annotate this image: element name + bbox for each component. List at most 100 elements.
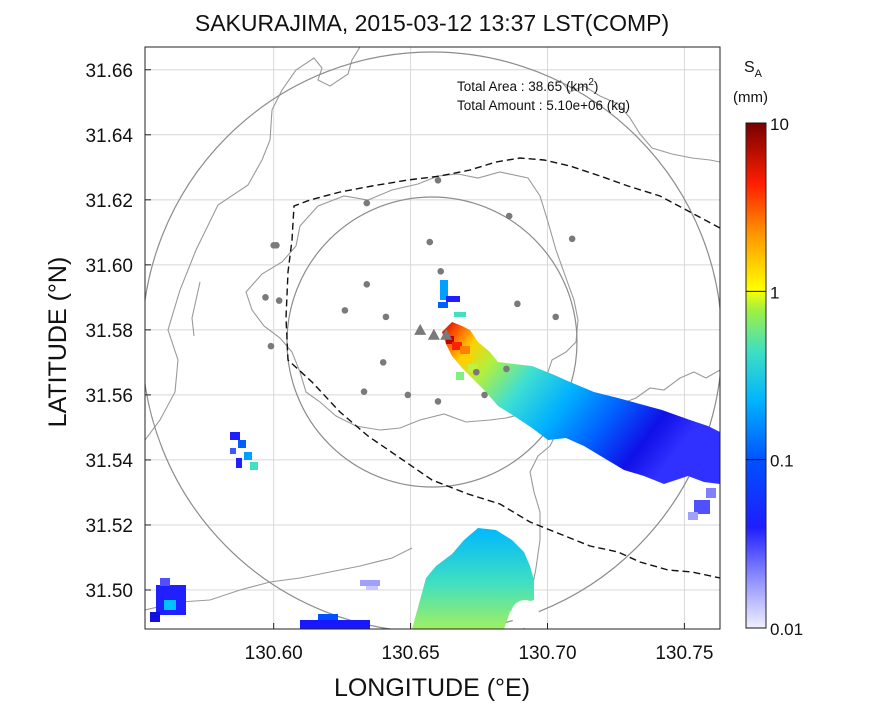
colorbar: SA (mm) 10 1 0.1 0.01: [733, 59, 803, 639]
ash-pixel: [460, 346, 470, 354]
station-dot: [382, 313, 390, 321]
ash-pixel: [694, 500, 710, 514]
ash-pixel: [440, 280, 448, 300]
ash-pixel: [318, 614, 338, 620]
colorbar-ticks: 10 1 0.1 0.01: [746, 115, 803, 639]
y-tick-label: 31.54: [85, 451, 133, 472]
ash-pixel: [230, 448, 236, 454]
station-dot: [505, 212, 513, 220]
station-dot: [404, 391, 412, 399]
radar-blind-spot: [511, 600, 539, 628]
y-axis-ticks: 31.66 31.64 31.62 31.60 31.58 31.56 31.54 31.52…: [85, 61, 151, 602]
ash-pixel: [456, 372, 464, 380]
ash-pixel: [452, 342, 462, 350]
ash-pixel: [446, 336, 454, 344]
sakurajima-island-coast: [295, 171, 579, 629]
volcano-vents: [414, 323, 453, 340]
colorbar-tick-label: 1: [770, 283, 779, 302]
ash-pixel: [230, 432, 240, 440]
colorbar-tick-label: 10: [770, 115, 789, 134]
station-dot: [363, 199, 371, 207]
southern-ash-fan: [412, 528, 534, 629]
ash-pixel: [454, 312, 466, 317]
southern-coastline: [145, 547, 413, 611]
colorbar-unit: (mm): [733, 89, 768, 106]
station-dot: [262, 294, 269, 301]
observation-stations: [262, 177, 576, 405]
total-amount-text: Total Amount : 5.10e+06 (kg): [457, 98, 630, 113]
x-tick-label: 130.75: [655, 643, 713, 664]
colorbar-label: SA: [744, 59, 763, 80]
x-axis-ticks: 130.60 130.65 130.70 130.75: [245, 623, 713, 664]
station-dot: [434, 177, 442, 184]
station-dot: [437, 268, 445, 275]
y-tick-label: 31.56: [85, 386, 133, 407]
map-title: SAKURAJIMA, 2015-03-12 13:37 LST(COMP): [195, 10, 669, 36]
station-dot: [434, 398, 442, 405]
inner-range-ring: [286, 196, 578, 488]
colorbar-gradient: [745, 122, 767, 629]
station-dot: [267, 342, 275, 350]
ash-pixel: [468, 364, 478, 372]
eastern-coastline: [559, 79, 720, 163]
ash-pixel: [706, 488, 716, 498]
vent-triangle: [427, 328, 440, 340]
ash-pixel: [238, 440, 246, 448]
y-tick-label: 31.58: [85, 321, 133, 342]
inner-coast-west: [245, 245, 541, 431]
ash-pixel: [300, 620, 370, 629]
ash-pixel: [688, 512, 698, 520]
ash-pixel: [150, 612, 160, 622]
y-tick-label: 31.66: [85, 61, 133, 82]
ash-pixel: [360, 580, 380, 586]
colorbar-tick-label: 0.1: [770, 452, 794, 471]
station-dot: [360, 388, 368, 395]
east-shore: [619, 369, 720, 405]
ash-pixel: [462, 356, 472, 364]
station-dot: [379, 359, 387, 366]
y-tick-label: 31.60: [85, 256, 133, 277]
station-dot: [503, 365, 510, 373]
totals-annotation: Total Area : 38.65 (km2) Total Amount : …: [457, 77, 630, 113]
main-ash-plume: [442, 322, 720, 484]
station-dot: [473, 368, 480, 376]
station-dot: [552, 313, 560, 321]
y-tick-label: 31.64: [85, 126, 133, 147]
vent-triangle: [440, 328, 453, 340]
ash-pixel: [438, 302, 448, 308]
x-tick-label: 130.60: [245, 643, 303, 664]
ash-pixel: [244, 452, 252, 460]
station-dot: [514, 300, 521, 308]
station-dot: [273, 242, 280, 249]
ash-fall-distribution: [150, 280, 720, 629]
station-dot: [568, 235, 576, 243]
plot-border: [144, 46, 721, 630]
vent-triangle: [414, 323, 427, 335]
station-dot: [363, 281, 371, 288]
outer-range-ring: [145, 51, 720, 629]
colorbar-tick-label: 0.01: [770, 620, 803, 639]
x-tick-label: 130.65: [382, 643, 440, 664]
ash-pixel: [164, 600, 176, 610]
station-dot: [481, 391, 488, 399]
y-tick-label: 31.52: [85, 516, 133, 537]
y-tick-label: 31.50: [85, 581, 133, 602]
x-tick-label: 130.70: [518, 643, 576, 664]
ash-pixel: [446, 296, 460, 302]
west-small-island: [191, 281, 201, 337]
station-dot: [275, 297, 283, 304]
northern-coastline: [145, 47, 361, 441]
station-dot: [341, 307, 349, 314]
y-tick-label: 31.62: [85, 191, 133, 212]
ash-pixel: [250, 462, 258, 470]
ash-pixel: [236, 458, 242, 468]
coastlines: [145, 47, 720, 629]
station-dot: [426, 238, 434, 246]
ash-pixel: [160, 578, 170, 586]
y-axis-label: LATITUDE (°N): [44, 257, 72, 428]
ash-pixel: [366, 586, 378, 590]
x-axis-label: LONGITUDE (°E): [334, 674, 530, 702]
total-area-text: Total Area : 38.65 (km2): [457, 77, 598, 94]
dashed-boundary: [285, 157, 720, 579]
